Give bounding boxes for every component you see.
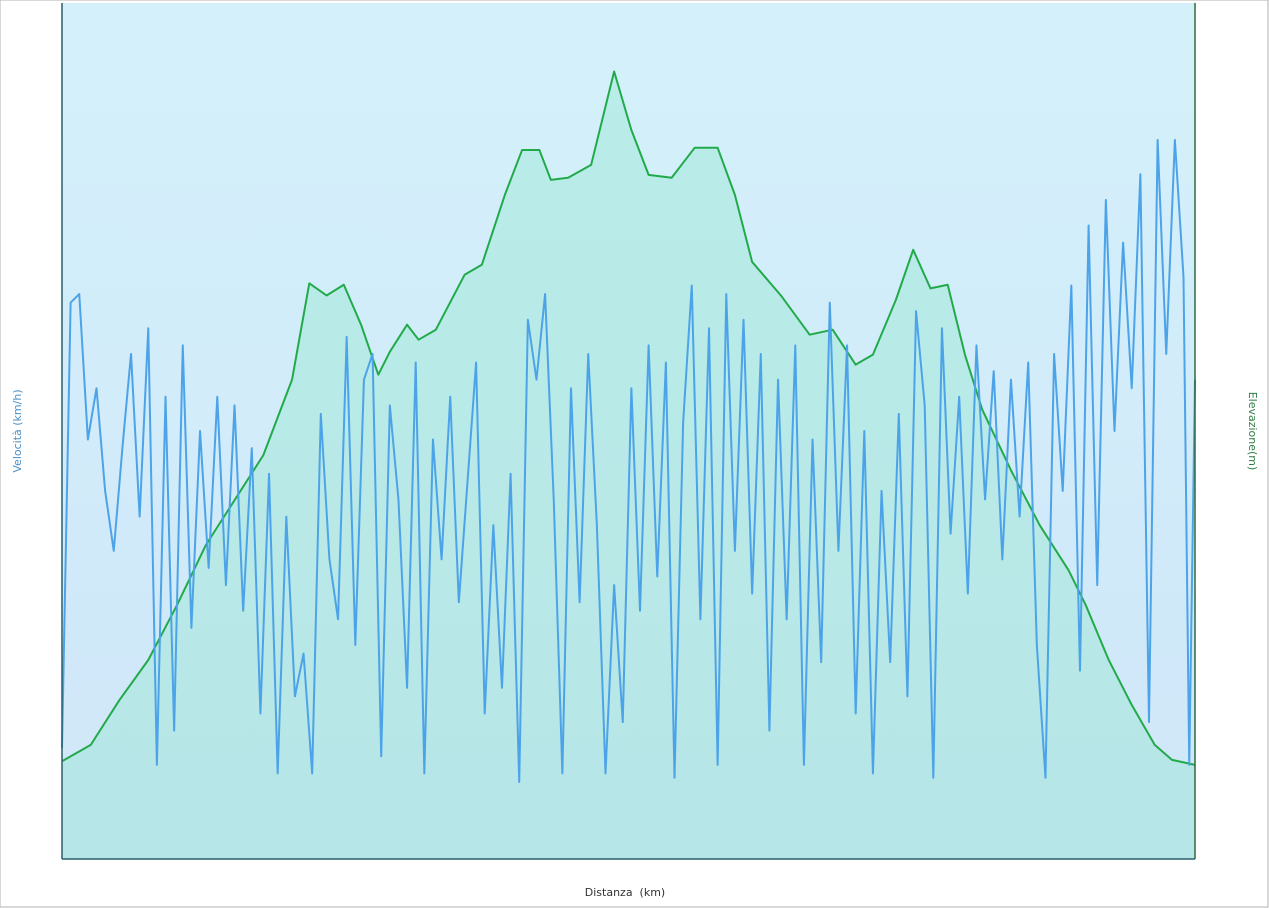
plot-background xyxy=(62,3,1195,859)
y2-axis-title: Elevazione(m) xyxy=(1246,392,1259,471)
series-line xyxy=(61,70,1196,766)
marks xyxy=(61,70,1196,860)
y-axis-title: Velocità (km/h) xyxy=(11,389,24,472)
axes xyxy=(61,3,1196,860)
x-axis-title: Distanza (km) xyxy=(585,886,665,899)
series-line xyxy=(61,138,1196,783)
